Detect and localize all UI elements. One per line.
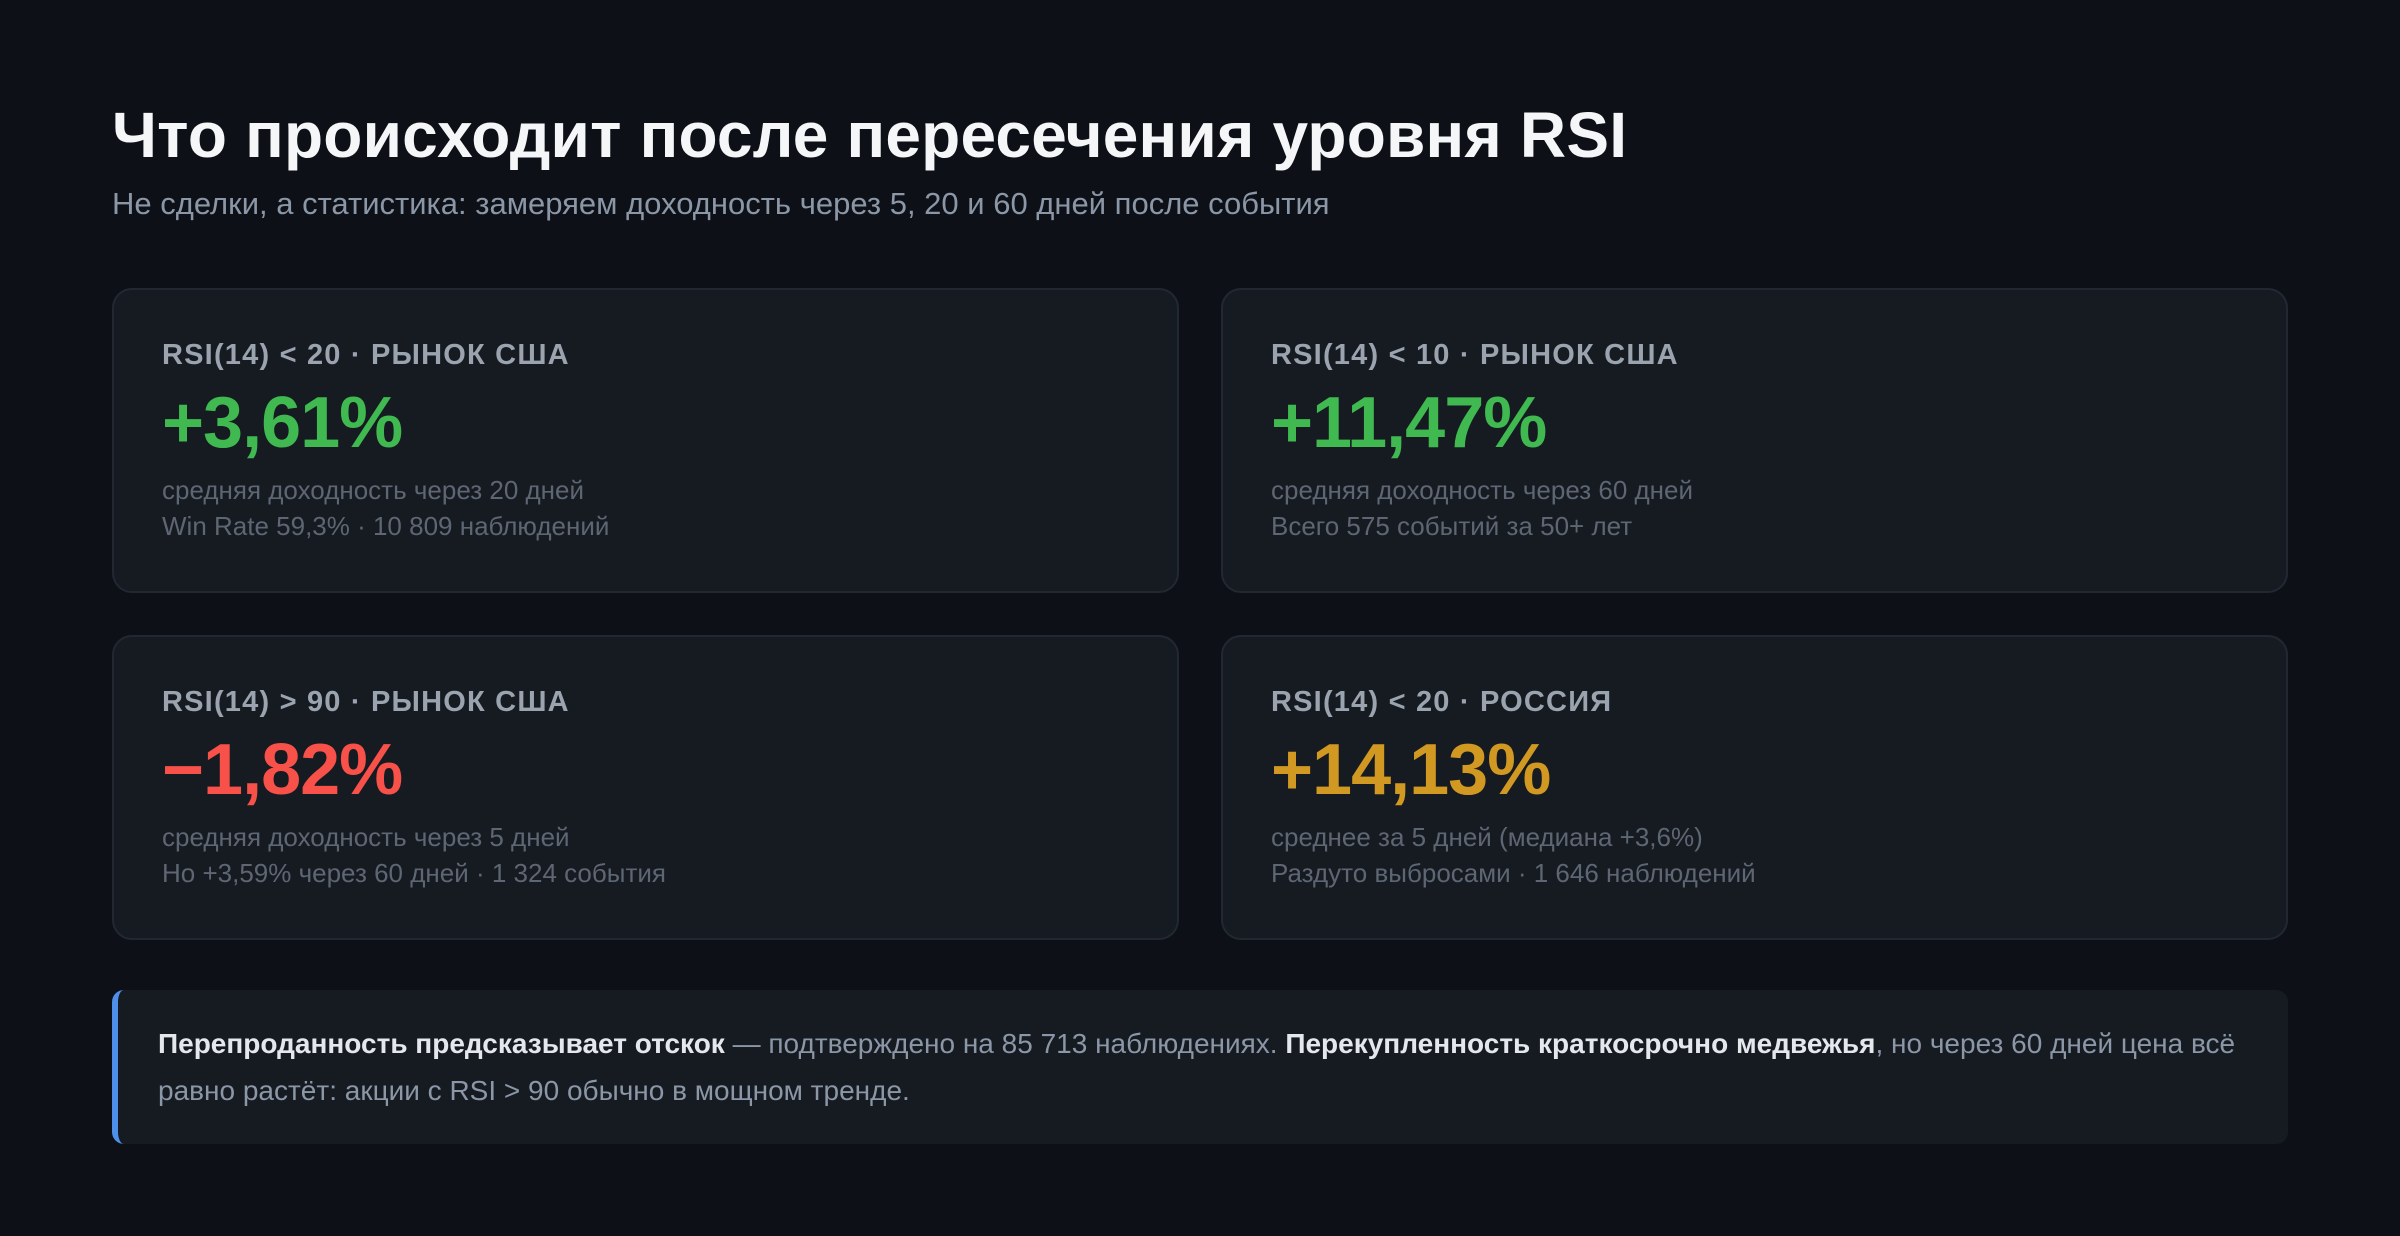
stat-card-us-rsi-below-20: RSI(14) < 20 · РЫНОК США +3,61% средняя … [112, 288, 1179, 593]
card-label: RSI(14) < 20 · РОССИЯ [1271, 686, 1613, 718]
card-description: средняя доходность через 5 дней [162, 822, 570, 852]
card-value: +11,47% [1271, 383, 1547, 463]
stats-grid: RSI(14) < 20 · РЫНОК США +3,61% средняя … [112, 288, 2288, 940]
summary-callout: Перепроданность предсказывает отскок — п… [112, 990, 2288, 1144]
card-description: средняя доходность через 60 дней [1271, 475, 1694, 505]
card-note: Win Rate 59,3% · 10 809 наблюдений [162, 511, 610, 541]
callout-text-oversold: — подтверждено на 85 713 наблюдениях. [724, 1028, 1286, 1059]
stat-card-russia-rsi-below-20: RSI(14) < 20 · РОССИЯ +14,13% среднее за… [1221, 635, 2288, 940]
callout-text-overbought: , но через 60 дней цена всё равно растёт… [158, 1028, 2236, 1106]
card-value: +14,13% [1271, 730, 1551, 810]
card-description: среднее за 5 дней (медиана +3,6%) [1271, 822, 1703, 852]
card-label: RSI(14) < 10 · РЫНОК США [1271, 339, 1679, 371]
card-note: Раздуто выбросами · 1 646 наблюдений [1271, 858, 1756, 888]
card-value: +3,61% [162, 383, 403, 463]
card-note: Но +3,59% через 60 дней · 1 324 события [162, 858, 666, 888]
card-note: Всего 575 событий за 50+ лет [1271, 511, 1633, 541]
page-subtitle: Не сделки, а статистика: замеряем доходн… [112, 186, 1330, 221]
callout-bold-overbought: Перекупленность краткосрочно медвежья [1285, 1028, 1876, 1059]
page-title: Что происходит после пересечения уровня … [112, 99, 1628, 171]
card-label: RSI(14) < 20 · РЫНОК США [162, 339, 570, 371]
callout-bold-oversold: Перепроданность предсказывает отскок [158, 1028, 725, 1059]
card-value: −1,82% [162, 730, 403, 810]
stat-card-us-rsi-above-90: RSI(14) > 90 · РЫНОК США −1,82% средняя … [112, 635, 1179, 940]
card-description: средняя доходность через 20 дней [162, 475, 585, 505]
stat-card-us-rsi-below-10: RSI(14) < 10 · РЫНОК США +11,47% средняя… [1221, 288, 2288, 593]
card-label: RSI(14) > 90 · РЫНОК США [162, 686, 570, 718]
